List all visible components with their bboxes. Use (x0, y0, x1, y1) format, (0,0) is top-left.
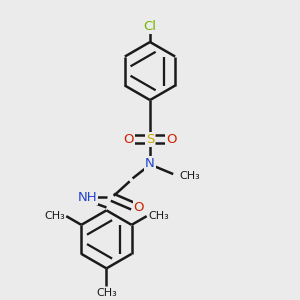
Text: CH₃: CH₃ (148, 211, 169, 221)
Text: CH₃: CH₃ (179, 170, 200, 181)
Text: CH₃: CH₃ (96, 288, 117, 298)
Text: Cl: Cl (143, 20, 157, 33)
Text: N: N (145, 158, 155, 170)
Text: O: O (167, 133, 177, 146)
Text: O: O (123, 133, 134, 146)
Text: S: S (146, 133, 154, 146)
Text: O: O (134, 201, 144, 214)
Text: NH: NH (78, 191, 98, 204)
Text: CH₃: CH₃ (44, 211, 65, 221)
